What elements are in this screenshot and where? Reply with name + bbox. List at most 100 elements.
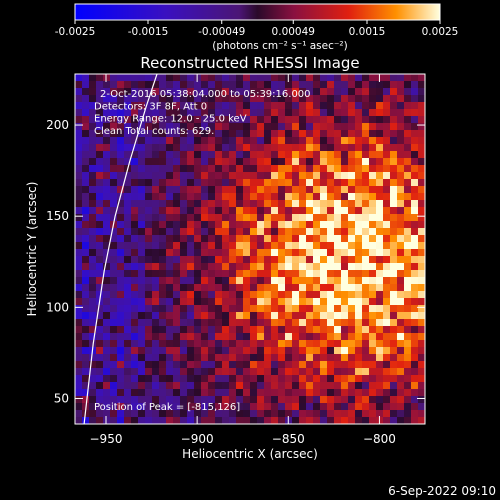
heatmap-cell — [362, 382, 370, 390]
heatmap-cell — [152, 319, 160, 327]
heatmap-cell — [348, 396, 356, 404]
heatmap-cell — [348, 403, 356, 411]
heatmap-cell — [341, 347, 349, 355]
heatmap-cell — [257, 249, 265, 257]
heatmap-cell — [320, 256, 328, 264]
heatmap-cell — [390, 207, 398, 215]
heatmap-cell — [173, 137, 181, 145]
heatmap-cell — [201, 123, 209, 131]
heatmap-cell — [145, 410, 153, 418]
heatmap-cell — [152, 256, 160, 264]
heatmap-cell — [313, 333, 321, 341]
heatmap-cell — [264, 354, 272, 362]
heatmap-cell — [292, 102, 300, 110]
heatmap-cell — [341, 256, 349, 264]
heatmap-cell — [334, 263, 342, 271]
heatmap-cell — [173, 284, 181, 292]
heatmap-cell — [250, 130, 258, 138]
heatmap-cell — [369, 256, 377, 264]
heatmap-cell — [411, 235, 419, 243]
heatmap-cell — [250, 81, 258, 89]
heatmap-cell — [236, 179, 244, 187]
heatmap-cell — [404, 270, 412, 278]
heatmap-cell — [418, 263, 425, 271]
heatmap-cell — [327, 284, 335, 292]
heatmap-cell — [222, 242, 230, 250]
heatmap-cell — [110, 403, 118, 411]
heatmap-cell — [89, 81, 97, 89]
heatmap-cell — [257, 221, 265, 229]
heatmap-cell — [229, 298, 237, 306]
heatmap-cell — [320, 95, 328, 103]
heatmap-cell — [369, 333, 377, 341]
heatmap-cell — [271, 165, 279, 173]
heatmap-cell — [159, 249, 167, 257]
heatmap-cell — [257, 200, 265, 208]
heatmap-cell — [285, 410, 293, 418]
heatmap-cell — [159, 270, 167, 278]
heatmap-cell — [82, 109, 90, 117]
heatmap-cell — [152, 410, 160, 418]
heatmap-cell — [75, 95, 83, 103]
heatmap-cell — [173, 214, 181, 222]
heatmap-cell — [124, 389, 132, 397]
heatmap-cell — [152, 130, 160, 138]
heatmap-cell — [390, 242, 398, 250]
heatmap-cell — [96, 326, 104, 334]
heatmap-cell — [229, 389, 237, 397]
heatmap-cell — [383, 81, 391, 89]
heatmap-cell — [89, 221, 97, 229]
heatmap-cell — [194, 200, 202, 208]
heatmap-cell — [152, 165, 160, 173]
heatmap-cell — [236, 389, 244, 397]
heatmap-cell — [418, 193, 425, 201]
heatmap-cell — [369, 235, 377, 243]
heatmap-cell — [131, 417, 139, 424]
heatmap-cell — [418, 130, 425, 138]
heatmap-cell — [201, 235, 209, 243]
heatmap-cell — [75, 291, 83, 299]
heatmap-cell — [131, 319, 139, 327]
heatmap-cell — [334, 123, 342, 131]
heatmap-cell — [397, 151, 405, 159]
heatmap-cell — [278, 172, 286, 180]
heatmap-cell — [327, 326, 335, 334]
heatmap-cell — [187, 410, 195, 418]
heatmap-cell — [152, 305, 160, 313]
heatmap-cell — [152, 284, 160, 292]
heatmap-cell — [341, 88, 349, 96]
heatmap-cell — [243, 361, 251, 369]
heatmap-cell — [313, 396, 321, 404]
heatmap-cell — [369, 368, 377, 376]
heatmap-cell — [243, 396, 251, 404]
heatmap-cell — [271, 403, 279, 411]
heatmap-cell — [194, 382, 202, 390]
heatmap-cell — [418, 151, 425, 159]
heatmap-cell — [96, 214, 104, 222]
heatmap-cell — [166, 235, 174, 243]
heatmap-cell — [411, 228, 419, 236]
heatmap-cell — [124, 340, 132, 348]
heatmap-cell — [299, 158, 307, 166]
heatmap-cell — [285, 186, 293, 194]
colorbar-tick-label: 0.0025 — [422, 26, 459, 38]
heatmap-cell — [257, 333, 265, 341]
heatmap-cell — [411, 326, 419, 334]
heatmap-cell — [285, 221, 293, 229]
heatmap-cell — [348, 291, 356, 299]
heatmap-cell — [411, 375, 419, 383]
heatmap-cell — [362, 221, 370, 229]
heatmap-cell — [418, 340, 425, 348]
heatmap-cell — [355, 305, 363, 313]
heatmap-cell — [278, 368, 286, 376]
heatmap-cell — [89, 74, 97, 82]
heatmap-cell — [271, 144, 279, 152]
heatmap-cell — [250, 200, 258, 208]
heatmap-cell — [264, 347, 272, 355]
heatmap-cell — [75, 277, 83, 285]
heatmap-cell — [110, 333, 118, 341]
heatmap-cell — [383, 347, 391, 355]
heatmap-cell — [208, 389, 216, 397]
heatmap-cell — [257, 165, 265, 173]
heatmap-cell — [320, 144, 328, 152]
